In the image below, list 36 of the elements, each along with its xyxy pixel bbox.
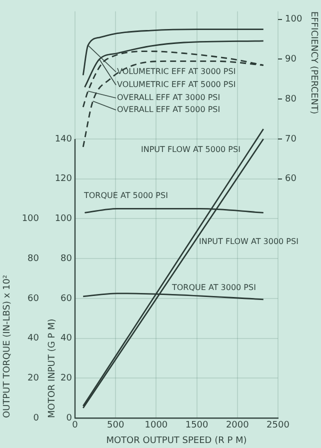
y3-tick-label: 100: [22, 214, 40, 224]
y2-tick-label: 70: [285, 134, 297, 144]
text: OVERALL EFF AT 5000 PSI: [117, 105, 220, 114]
y2-axis-title: EFFICIENCY (PERCENT): [308, 11, 318, 114]
y-tick-label: 60: [60, 294, 72, 304]
y-tick-label: 120: [54, 174, 72, 184]
text: VOLUMETRIC EFF AT 3000 PSI: [117, 67, 236, 76]
y-tick-label: 80: [60, 254, 72, 264]
x-axis-title: MOTOR OUTPUT SPEED (R P M): [106, 436, 247, 446]
y3-tick-label: 80: [28, 254, 40, 264]
series-label: TORQUE AT 3000 PSI: [171, 283, 256, 292]
y-tick-label: 0: [66, 413, 72, 424]
y2-tick-label: 60: [285, 174, 297, 184]
y2-tick-label: 90: [285, 54, 297, 65]
x-tick-label: 1000: [144, 420, 168, 431]
y3-tick-label: 60: [28, 294, 40, 304]
x-tick-label: 2500: [266, 420, 290, 431]
y-tick-label: 140: [54, 134, 72, 144]
x-tick-label: 1500: [185, 420, 209, 431]
text: OVERALL EFF AT 3000 PSI: [117, 93, 220, 102]
y-tick-label: 40: [60, 334, 72, 344]
x-tick-label: 2000: [226, 420, 250, 431]
x-tick-label: 500: [107, 420, 124, 431]
y-axis-title: MOTOR INPUT (G P M): [48, 318, 58, 418]
series-label: TORQUE AT 5000 PSI: [83, 191, 168, 200]
y-tick-label: 20: [60, 373, 72, 384]
series-label: INPUT FLOW AT 5000 PSI: [141, 145, 240, 154]
y2-tick-label: 100: [285, 14, 302, 25]
y3-tick-label: 20: [28, 373, 40, 384]
y3-tick-label: 0: [33, 413, 40, 424]
y2-tick-label: 80: [285, 94, 297, 104]
y3-axis-title: OUTPUT TORQUE (IN-LBS) x 10²: [2, 274, 13, 418]
y-tick-label: 100: [54, 214, 72, 224]
text: VOLUMETRIC EFF AT 5000 PSI: [117, 80, 236, 90]
series-label: INPUT FLOW AT 3000 PSI: [199, 237, 298, 246]
y3-tick-label: 40: [28, 334, 40, 344]
